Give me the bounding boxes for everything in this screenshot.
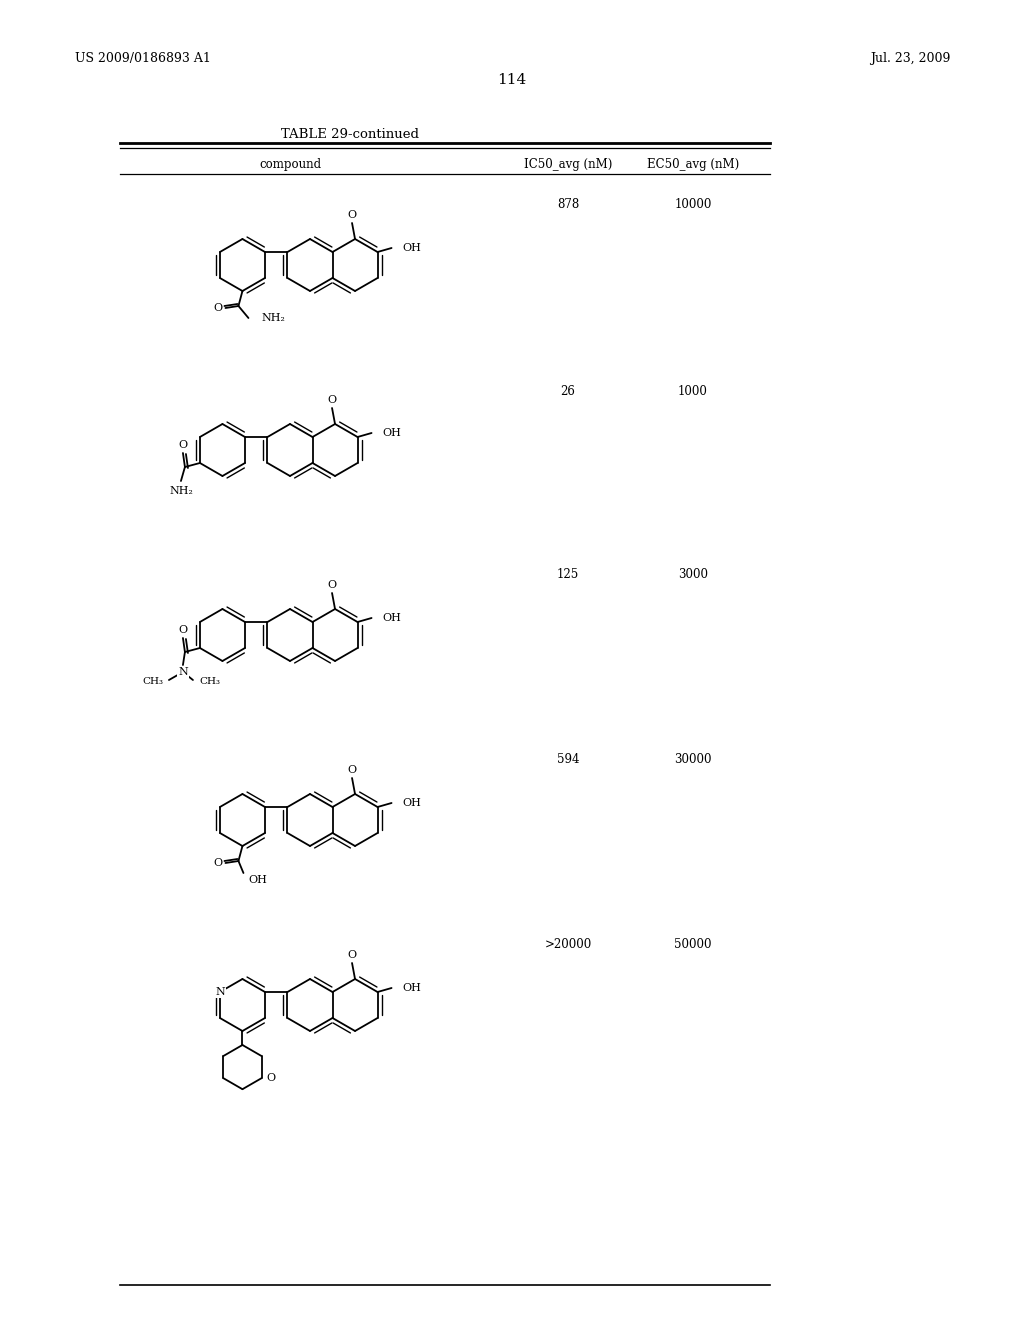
Text: 878: 878 [557,198,580,211]
Text: OH: OH [402,243,422,253]
Text: Jul. 23, 2009: Jul. 23, 2009 [869,51,950,65]
Text: >20000: >20000 [545,939,592,950]
Text: NH₂: NH₂ [169,486,193,496]
Text: 594: 594 [557,752,580,766]
Text: 3000: 3000 [678,568,708,581]
Text: US 2009/0186893 A1: US 2009/0186893 A1 [75,51,211,65]
Text: O: O [213,858,222,869]
Text: 1000: 1000 [678,385,708,399]
Text: OH: OH [383,428,401,438]
Text: IC50_avg (nM): IC50_avg (nM) [524,158,612,172]
Text: compound: compound [259,158,322,172]
Text: CH₃: CH₃ [199,677,220,686]
Text: CH₃: CH₃ [142,677,163,686]
Text: O: O [178,624,187,635]
Text: O: O [328,579,337,590]
Text: O: O [347,210,356,220]
Text: O: O [266,1073,275,1084]
Text: O: O [347,950,356,960]
Text: N: N [215,987,225,997]
Text: OH: OH [402,983,422,993]
Text: NH₂: NH₂ [261,313,286,323]
Text: 10000: 10000 [675,198,712,211]
Text: 50000: 50000 [674,939,712,950]
Text: 26: 26 [560,385,575,399]
Text: OH: OH [402,799,422,808]
Text: O: O [347,766,356,775]
Text: OH: OH [383,612,401,623]
Text: O: O [178,440,187,450]
Text: 114: 114 [498,73,526,87]
Text: 125: 125 [557,568,580,581]
Text: N: N [178,667,187,677]
Text: O: O [328,395,337,405]
Text: 30000: 30000 [674,752,712,766]
Text: EC50_avg (nM): EC50_avg (nM) [647,158,739,172]
Text: OH: OH [249,875,267,884]
Text: TABLE 29-continued: TABLE 29-continued [281,128,419,141]
Text: O: O [213,304,222,313]
